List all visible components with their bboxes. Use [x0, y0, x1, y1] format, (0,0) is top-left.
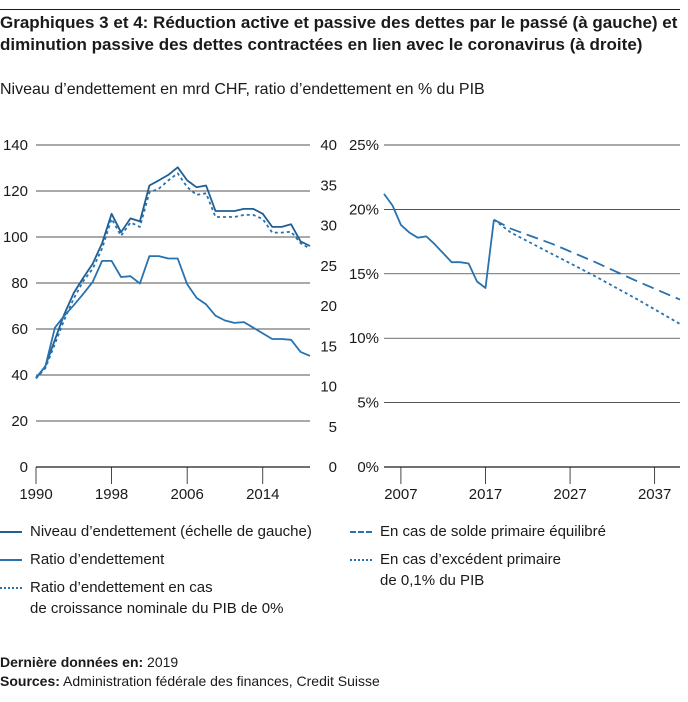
- y-tick-label-right: 10: [320, 379, 337, 396]
- legend-swatch-solid: [0, 531, 22, 533]
- footer-last-data-label: Dernière données en:: [0, 654, 144, 670]
- legend-item-debt-level: Niveau d’endettement (échelle de gauche): [0, 521, 330, 543]
- legend-label-line2: de croissance nominale du PIB de 0%: [30, 600, 284, 617]
- footer-sources: Sources: Administration fédérale des fin…: [0, 672, 380, 690]
- y-tick-label: 0%: [357, 459, 379, 476]
- x-tick-label: 2027: [553, 486, 586, 503]
- y-tick-label-right: 40: [320, 137, 337, 154]
- chart-subtitle: Niveau d’endettement en mrd CHF, ratio d…: [0, 81, 485, 98]
- y-tick-label-left: 120: [3, 183, 28, 200]
- legend-item-primary-surplus: En cas d’excédent primaire de 0,1% du PI…: [350, 549, 680, 593]
- y-tick-label: 25%: [349, 137, 379, 154]
- legend-label-line2: de 0,1% du PIB: [380, 572, 485, 589]
- y-tick-label: 5%: [357, 395, 379, 412]
- x-tick-label: 2037: [638, 486, 671, 503]
- y-tick-label-left: 60: [11, 321, 28, 338]
- series-line-debt-level: [35, 166, 311, 379]
- legend-swatch-dotted: [0, 587, 22, 589]
- top-rule: [0, 9, 680, 10]
- x-tick-label: 1998: [95, 486, 128, 503]
- y-tick-label-left: 0: [20, 459, 28, 476]
- series-line-balanced-primary: [493, 218, 681, 301]
- y-tick-label-left: 100: [3, 229, 28, 246]
- x-tick-label: 2014: [246, 486, 279, 503]
- right-chart: 0% 5% 10% 15% 20% 25% 2007 2017 2027 2037: [349, 137, 681, 503]
- legend-label: Ratio d’endettement: [30, 551, 165, 568]
- y-tick-label-right: 30: [320, 218, 337, 235]
- y-tick-label-left: 40: [11, 367, 28, 384]
- legend-swatch-solid: [0, 559, 22, 561]
- x-tick-label: 2007: [384, 486, 417, 503]
- y-tick-label: 20%: [349, 201, 379, 218]
- y-tick-label: 15%: [349, 266, 379, 283]
- y-tick-label-right: 25: [320, 258, 337, 275]
- y-tick-label-right: 0: [329, 459, 337, 476]
- y-tick-label-right: 35: [320, 177, 337, 194]
- legend-label: En cas de solde primaire équilibré: [380, 523, 606, 540]
- legend-item-zero-growth: Ratio d’endettement en cas de croissance…: [0, 577, 330, 621]
- left-chart: 0 20 40 60 80 100 120 140 0 5 10 15 20 25 30 35 40 1990 19…: [3, 137, 337, 503]
- y-tick-label-left: 20: [11, 413, 28, 430]
- legend-item-balanced-primary: En cas de solde primaire équilibré: [350, 521, 680, 543]
- chart-title: Graphiques 3 et 4: Réduction active et p…: [0, 13, 678, 54]
- footer-sources-value: Administration fédérale des finances, Cr…: [63, 673, 380, 689]
- footer-sources-label: Sources:: [0, 673, 60, 689]
- x-tick-label: 2017: [469, 486, 502, 503]
- footer-last-data-value: 2019: [147, 654, 179, 670]
- chart-area: 0 20 40 60 80 100 120 140 0 5 10 15 20 25 30 35 40 1990 19…: [3, 137, 681, 503]
- series-line-primary-surplus: [493, 218, 681, 325]
- series-line-debt-ratio: [383, 193, 495, 289]
- y-tick-label-left: 140: [3, 137, 28, 154]
- series-line-debt-ratio: [35, 255, 311, 379]
- y-tick-label-right: 20: [320, 298, 337, 315]
- y-tick-label-left: 80: [11, 275, 28, 292]
- y-tick-label-right: 15: [320, 338, 337, 355]
- series-line-zero-growth: [35, 172, 311, 380]
- footer-last-data: Dernière données en: 2019: [0, 653, 178, 671]
- legend-label: Niveau d’endettement (échelle de gauche): [30, 523, 312, 540]
- y-tick-label: 10%: [349, 330, 379, 347]
- legend-swatch-dotted: [350, 559, 372, 561]
- legend-item-debt-ratio: Ratio d’endettement: [0, 549, 330, 571]
- legend-label-line1: En cas d’excédent primaire: [380, 551, 561, 568]
- legend-swatch-dashed: [350, 531, 372, 533]
- legend-label-line1: Ratio d’endettement en cas: [30, 579, 213, 596]
- x-tick-label: 2006: [170, 486, 203, 503]
- y-tick-label-right: 5: [329, 419, 337, 436]
- x-tick-label: 1990: [19, 486, 52, 503]
